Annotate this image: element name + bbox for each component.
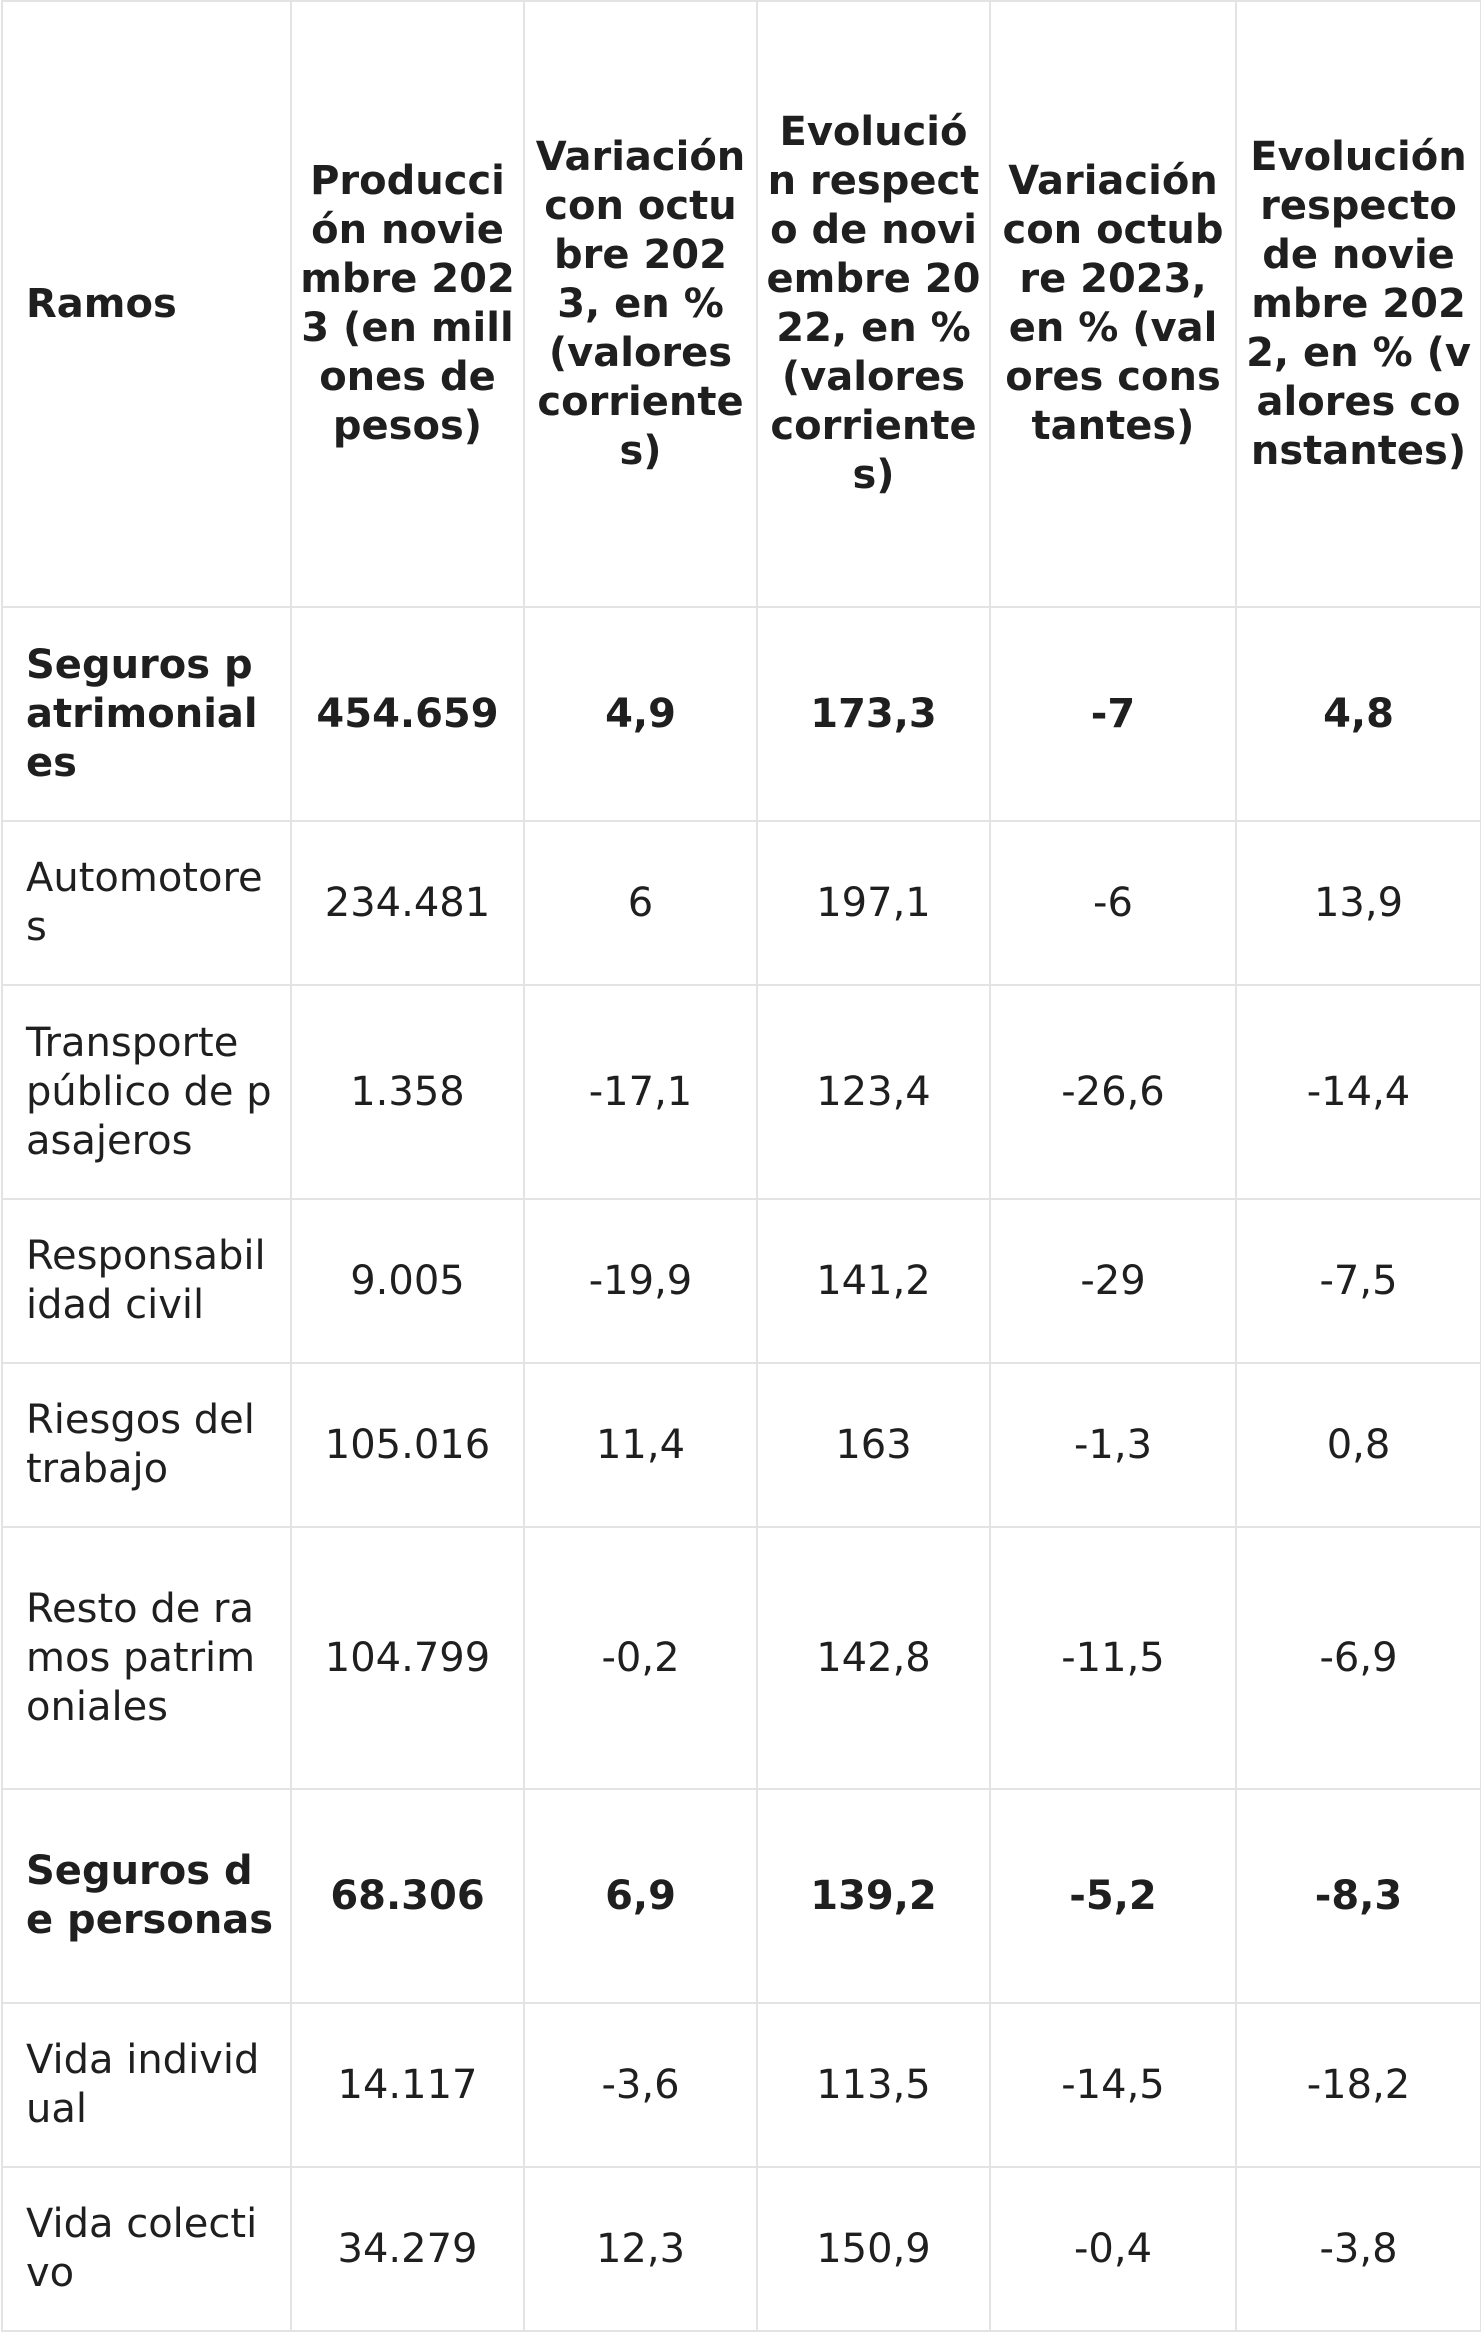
table-row: Vida colectivo 34.279 12,3 150,9 -0,4 -3… [1, 2166, 1481, 2332]
table-row: Riesgos del trabajo 105.016 11,4 163 -1,… [1, 1362, 1481, 1528]
variation-current-cell: 4,9 [523, 606, 758, 822]
evolution-current-cell: 142,8 [756, 1526, 991, 1790]
column-header-variation-constant: Variación con octubre 2023, en % (valore… [989, 0, 1237, 608]
evolution-constant-cell: -8,3 [1235, 1788, 1481, 2004]
evolution-current-cell: 173,3 [756, 606, 991, 822]
variation-current-cell: 11,4 [523, 1362, 758, 1528]
table-row: Responsabilidad civil 9.005 -19,9 141,2 … [1, 1198, 1481, 1364]
evolution-current-cell: 150,9 [756, 2166, 991, 2332]
table-row: Resto de ramos patrimoniales 104.799 -0,… [1, 1526, 1481, 1790]
header-row: Ramos Producción noviembre 2023 (en mill… [1, 0, 1481, 608]
variation-constant-cell: -29 [989, 1198, 1237, 1364]
row-label: Riesgos del trabajo [1, 1362, 292, 1528]
evolution-current-cell: 141,2 [756, 1198, 991, 1364]
production-cell: 9.005 [290, 1198, 525, 1364]
production-cell: 34.279 [290, 2166, 525, 2332]
row-label: Vida individual [1, 2002, 292, 2168]
evolution-current-cell: 163 [756, 1362, 991, 1528]
production-cell: 454.659 [290, 606, 525, 822]
variation-current-cell: 6 [523, 820, 758, 986]
variation-constant-cell: -11,5 [989, 1526, 1237, 1790]
variation-current-cell: 6,9 [523, 1788, 758, 2004]
evolution-constant-cell: 4,8 [1235, 606, 1481, 822]
production-cell: 104.799 [290, 1526, 525, 1790]
variation-current-cell: 12,3 [523, 2166, 758, 2332]
table-row: Vida individual 14.117 -3,6 113,5 -14,5 … [1, 2002, 1481, 2168]
production-cell: 105.016 [290, 1362, 525, 1528]
variation-constant-cell: -0,4 [989, 2166, 1237, 2332]
table-row: Seguros patrimoniales 454.659 4,9 173,3 … [1, 606, 1481, 822]
column-header-evolution-constant: Evolución respecto de noviembre 2022, en… [1235, 0, 1481, 608]
variation-current-cell: -17,1 [523, 984, 758, 1200]
variation-constant-cell: -26,6 [989, 984, 1237, 1200]
evolution-current-cell: 197,1 [756, 820, 991, 986]
evolution-constant-cell: 13,9 [1235, 820, 1481, 986]
production-cell: 14.117 [290, 2002, 525, 2168]
evolution-constant-cell: -3,8 [1235, 2166, 1481, 2332]
row-label: Seguros de personas [1, 1788, 292, 2004]
row-label: Responsabilidad civil [1, 1198, 292, 1364]
evolution-current-cell: 123,4 [756, 984, 991, 1200]
table-row: Automotores 234.481 6 197,1 -6 13,9 [1, 820, 1481, 986]
column-header-production: Producción noviembre 2023 (en millones d… [290, 0, 525, 608]
production-cell: 1.358 [290, 984, 525, 1200]
table-row: Seguros de personas 68.306 6,9 139,2 -5,… [1, 1788, 1481, 2004]
variation-current-cell: -19,9 [523, 1198, 758, 1364]
row-label: Transporte público de pasajeros [1, 984, 292, 1200]
variation-current-cell: -3,6 [523, 2002, 758, 2168]
evolution-constant-cell: -6,9 [1235, 1526, 1481, 1790]
table-row: Transporte público de pasajeros 1.358 -1… [1, 984, 1481, 1200]
row-label: Vida colectivo [1, 2166, 292, 2332]
column-header-evolution-current: Evolución respecto de noviembre 2022, en… [756, 0, 991, 608]
column-header-ramos: Ramos [1, 0, 292, 608]
variation-constant-cell: -1,3 [989, 1362, 1237, 1528]
evolution-current-cell: 113,5 [756, 2002, 991, 2168]
variation-constant-cell: -14,5 [989, 2002, 1237, 2168]
evolution-constant-cell: -14,4 [1235, 984, 1481, 1200]
evolution-constant-cell: 0,8 [1235, 1362, 1481, 1528]
evolution-constant-cell: -18,2 [1235, 2002, 1481, 2168]
production-cell: 68.306 [290, 1788, 525, 2004]
column-header-variation-current: Variación con octubre 2023, en % (valore… [523, 0, 758, 608]
evolution-constant-cell: -7,5 [1235, 1198, 1481, 1364]
row-label: Automotores [1, 820, 292, 986]
variation-constant-cell: -7 [989, 606, 1237, 822]
row-label: Seguros patrimoniales [1, 606, 292, 822]
row-label: Resto de ramos patrimoniales [1, 1526, 292, 1790]
variation-current-cell: -0,2 [523, 1526, 758, 1790]
variation-constant-cell: -5,2 [989, 1788, 1237, 2004]
production-cell: 234.481 [290, 820, 525, 986]
evolution-current-cell: 139,2 [756, 1788, 991, 2004]
variation-constant-cell: -6 [989, 820, 1237, 986]
